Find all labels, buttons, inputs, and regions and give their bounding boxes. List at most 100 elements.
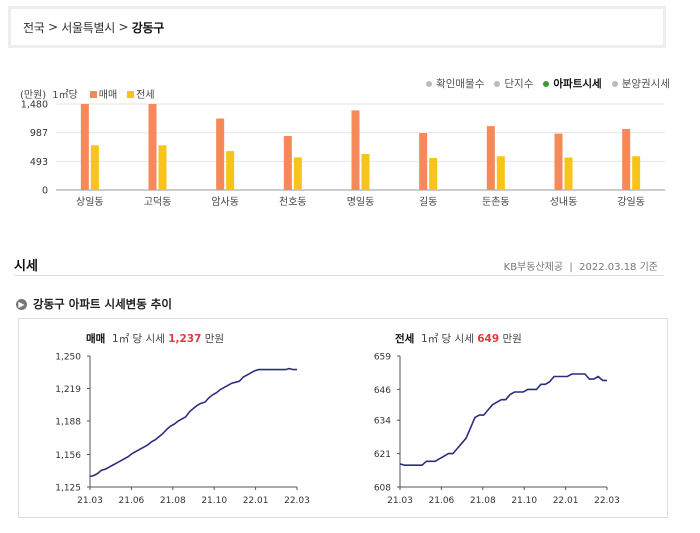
jeonse-price: 649 — [477, 333, 500, 345]
jeonse-bar — [90, 145, 99, 190]
tab-label: 분양권시세 — [621, 78, 670, 90]
sale-bar — [554, 133, 563, 190]
breadcrumb-separator: > — [114, 20, 132, 34]
jeonse-bar — [361, 153, 370, 190]
sale-bar — [486, 126, 495, 190]
x-tick-label: 고덕동 — [144, 196, 172, 208]
legend-jeonse: 전세 — [136, 90, 155, 101]
sale-unit: 만원 — [204, 333, 225, 345]
jeonse-title: 전세 — [395, 333, 415, 345]
x-tick-label: 22.01 — [243, 496, 269, 506]
x-tick-label: 암사동 — [211, 196, 239, 208]
y-tick-label: 1,480 — [21, 100, 48, 111]
sale-bar — [419, 133, 428, 190]
bar-legend: (만원) 1㎡당 매매 전세 — [20, 86, 155, 101]
bullet-icon — [543, 80, 550, 87]
trend-panel — [18, 318, 668, 518]
breadcrumb: 전국 > 서울특별시 > 강동구 — [8, 6, 666, 48]
sale-bar — [216, 118, 225, 190]
y-tick-label: 659 — [374, 353, 391, 363]
jeonse-bar — [496, 156, 505, 190]
tab-presale-price[interactable]: 분양권시세 — [611, 76, 670, 91]
x-tick-label: 21.08 — [470, 496, 496, 506]
sale-bar — [351, 110, 360, 190]
y-tick-label: 0 — [42, 186, 48, 197]
bar-chart: 0 493 987 1,480 상일동 고덕동 암사동 천호동 명일동 길동 둔촌동 성내동 강일동 — [21, 100, 665, 208]
x-tick-label: 21.08 — [160, 496, 186, 506]
jeonse-unit: 만원 — [502, 333, 522, 345]
x-tick-label: 21.03 — [77, 496, 103, 506]
breadcrumb-item-city[interactable]: 서울특별시 — [61, 20, 115, 35]
legend-sale: 매매 — [98, 90, 118, 101]
subsection-title: ▶ 강동구 아파트 시세변동 추이 — [16, 296, 172, 312]
x-tick-label: 22.03 — [284, 496, 310, 506]
section-title: 시세 — [14, 259, 38, 274]
sale-title: 매매 — [86, 333, 106, 345]
y-tick-label: 493 — [30, 157, 48, 168]
x-tick-label: 21.06 — [429, 496, 455, 506]
breadcrumb-item-nation[interactable]: 전국 — [23, 20, 45, 35]
jeonse-bar — [158, 145, 167, 190]
x-tick-label: 상일동 — [76, 196, 104, 208]
sale-swatch — [89, 91, 97, 98]
chevron-right-icon: ▶ — [16, 298, 27, 310]
x-tick-label: 강일동 — [617, 196, 645, 208]
sale-chart-title: 매매 1㎡ 당 시세 1,237 만원 — [86, 331, 224, 346]
x-tick-label: 천호동 — [279, 196, 307, 208]
tab-label: 확인매물수 — [436, 78, 485, 90]
source-label: KB부동산제공 | 2022.03.18 기준 — [503, 262, 658, 273]
x-tick-label: 22.01 — [553, 496, 579, 506]
bullet-icon — [426, 80, 433, 87]
y-tick-label: 634 — [374, 417, 391, 427]
tab-listings[interactable]: 확인매물수 — [426, 76, 484, 91]
source-text: KB부동산제공 — [503, 262, 564, 273]
sale-bar — [283, 135, 292, 190]
x-tick-label: 명일동 — [347, 196, 375, 208]
jeonse-bar — [564, 157, 573, 190]
y-tick-label: 1,219 — [55, 385, 81, 395]
bullet-icon — [611, 80, 618, 87]
subsection-text: 강동구 아파트 시세변동 추이 — [33, 297, 172, 311]
date-text: 2022.03.18 기준 — [579, 262, 658, 273]
sale-per-label: 1㎡ 당 시세 — [112, 333, 165, 345]
jeonse-chart-title: 전세 1㎡ 당 시세 649 만원 — [395, 331, 522, 346]
x-tick-label: 21.03 — [387, 496, 413, 506]
bullet-icon — [494, 80, 501, 87]
tab-label: 단지수 — [504, 78, 534, 90]
y-tick-label: 1,250 — [55, 353, 81, 363]
y-tick-label: 621 — [374, 450, 391, 460]
sale-bar — [80, 104, 89, 190]
per-label: 1㎡당 — [52, 90, 78, 101]
x-tick-label: 21.10 — [511, 496, 537, 506]
breadcrumb-item-district: 강동구 — [131, 20, 165, 35]
price-trend-line — [89, 367, 297, 478]
sale-bar — [622, 128, 631, 190]
breadcrumb-separator: > — [44, 20, 62, 34]
x-tick-label: 21.10 — [201, 496, 227, 506]
tab-complexes[interactable]: 단지수 — [494, 76, 533, 91]
jeonse-bar — [429, 158, 438, 190]
chart-tabs: 확인매물수 단지수 아파트시세 분양권시세 — [426, 76, 670, 91]
x-tick-label: 21.06 — [119, 496, 145, 506]
y-tick-label: 1,125 — [55, 484, 81, 494]
y-tick-label: 1,188 — [55, 417, 81, 427]
jeonse-swatch — [127, 91, 135, 98]
y-tick-label: 646 — [374, 386, 391, 396]
sale-price: 1,237 — [168, 333, 202, 345]
x-tick-label: 성내동 — [550, 196, 578, 208]
jeonse-bar — [226, 151, 235, 190]
x-tick-label: 길동 — [419, 195, 437, 208]
jeonse-line-chart: 608 621 634 646 659 21.03 21.06 21.08 21.10 22.01… — [374, 353, 620, 507]
x-tick-label: 둔촌동 — [482, 196, 510, 208]
section-header: 시세 KB부동산제공 | 2022.03.18 기준 — [14, 255, 664, 276]
y-tick-label: 1,156 — [55, 451, 81, 461]
tab-apartment-price[interactable]: 아파트시세 — [543, 76, 602, 91]
sale-line-chart: 1,125 1,156 1,188 1,219 1,250 21.03 21.06 21.08… — [55, 353, 310, 507]
price-trend-line — [399, 373, 607, 466]
y-tick-label: 987 — [30, 128, 48, 139]
x-tick-label: 22.03 — [594, 496, 620, 506]
tab-label: 아파트시세 — [553, 78, 602, 90]
jeonse-per-label: 1㎡ 당 시세 — [421, 333, 474, 345]
sale-bar — [148, 104, 157, 190]
y-tick-label: 608 — [374, 484, 391, 494]
